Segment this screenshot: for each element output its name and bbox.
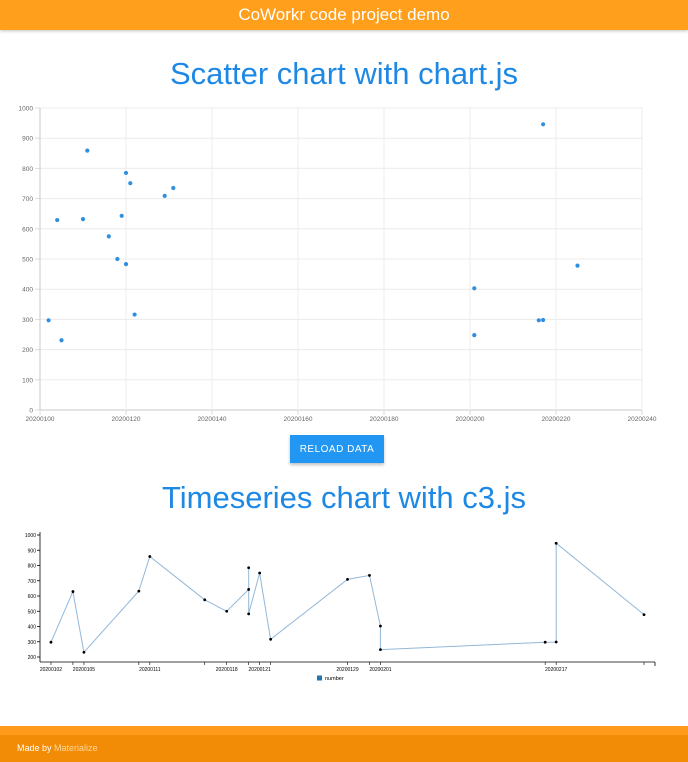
scatter-point	[541, 122, 546, 127]
scatter-point	[123, 170, 129, 176]
ts-point	[148, 555, 152, 558]
ts-point	[247, 612, 251, 616]
timeseries-chart-title: Timeseries chart with c3.js	[161, 480, 527, 515]
ts-y-tick-label: 400	[28, 625, 37, 631]
scatter-y-tick-label: 100	[22, 377, 33, 384]
scatter-point	[536, 318, 541, 323]
ts-y-tick-label: 700	[28, 579, 37, 585]
scatter-point	[472, 286, 477, 291]
ts-point	[247, 588, 251, 591]
scatter-y-tick-label: 1000	[19, 106, 34, 113]
ts-point	[49, 640, 53, 644]
ts-point	[554, 640, 558, 644]
ts-x-tick-label: 20200111	[139, 667, 161, 673]
scatter-point	[85, 148, 90, 153]
ts-x-tick-label: 20200102	[40, 667, 62, 673]
reload-data-button[interactable]: RELOAD DATA	[290, 435, 384, 463]
page-footer: Made by Materialize	[0, 726, 688, 762]
ts-y-tick-label: 1000	[25, 533, 36, 539]
ts-x-tick-label: 20200118	[216, 667, 238, 673]
ts-point	[225, 609, 229, 613]
scatter-y-tick-label: 800	[22, 166, 33, 173]
scatter-point	[59, 338, 64, 343]
scatter-y-tick-label: 700	[22, 196, 33, 203]
scatter-point	[171, 185, 176, 191]
ts-point	[247, 566, 251, 570]
scatter-y-tick-label: 500	[22, 257, 33, 264]
scatter-y-tick-label: 200	[22, 347, 33, 354]
ts-legend-swatch	[317, 675, 322, 681]
scatter-point	[123, 262, 129, 267]
ts-point	[642, 613, 646, 617]
ts-point	[554, 541, 558, 545]
scatter-x-tick-label: 20200200	[456, 416, 485, 423]
ts-y-tick-label: 500	[28, 609, 37, 615]
ts-point	[379, 648, 382, 652]
scatter-y-tick-label: 400	[22, 287, 33, 294]
app-header: CoWorkr code project demo	[0, 0, 688, 30]
ts-point	[269, 637, 273, 641]
ts-x-tick-label: 20200201	[369, 667, 391, 673]
ts-point	[71, 590, 75, 593]
ts-x-tick-label: 20200121	[249, 667, 271, 673]
scatter-point	[162, 193, 167, 198]
ts-x-tick-label: 20200217	[545, 667, 567, 673]
scatter-point	[119, 213, 124, 218]
scatter-point	[128, 181, 133, 186]
footer-band	[0, 726, 688, 735]
scatter-x-tick-label: 20200160	[284, 416, 313, 423]
materialize-link[interactable]: Materialize	[54, 743, 98, 753]
scatter-point	[106, 234, 111, 239]
scatter-point	[575, 263, 580, 268]
app-title: CoWorkr code project demo	[238, 5, 450, 24]
scatter-chart-title: Scatter chart with chart.js	[169, 56, 518, 91]
ts-y-tick-label: 300	[28, 640, 37, 646]
scatter-point	[46, 318, 51, 323]
scatter-x-tick-label: 20200180	[370, 416, 399, 423]
scatter-y-tick-label: 0	[29, 408, 33, 415]
scatter-point	[132, 312, 137, 317]
ts-series-line-number	[50, 542, 645, 654]
scatter-chart: 0 100 200 300 400 500 600 700 800 900 1000 20200100…	[19, 106, 657, 424]
ts-y-tick-label: 900	[28, 548, 37, 554]
ts-point	[379, 624, 382, 628]
scatter-point	[80, 217, 86, 222]
footer-credit: Made by Materialize	[17, 743, 98, 753]
scatter-x-tick-label: 20200120	[112, 416, 141, 423]
ts-point	[137, 589, 141, 593]
ts-point	[346, 577, 349, 581]
scatter-point	[472, 333, 477, 338]
ts-point	[203, 598, 207, 602]
footer-made-by: Made by	[17, 743, 52, 753]
ts-y-tick-label: 200	[28, 655, 37, 661]
ts-point	[543, 640, 547, 644]
scatter-x-tick-label: 20200140	[198, 416, 227, 423]
ts-point	[82, 650, 86, 654]
ts-x-tick-label: 20200105	[73, 667, 95, 673]
ts-x-tick-label: 20200129	[336, 667, 358, 673]
ts-y-tick-label: 600	[28, 594, 37, 600]
ts-point	[258, 571, 262, 575]
scatter-x-tick-label: 20200220	[542, 416, 571, 423]
timeseries-chart: 200 300 400 500 600 700 800 900 1000 20200102 2020…	[25, 532, 656, 682]
scatter-point	[55, 217, 60, 223]
scatter-y-tick-label: 600	[22, 226, 33, 233]
ts-point	[368, 574, 371, 577]
scatter-point	[115, 256, 120, 262]
ts-legend-label: number	[325, 676, 344, 682]
scatter-point	[541, 317, 546, 323]
ts-y-tick-label: 800	[28, 564, 37, 570]
scatter-x-tick-label: 20200240	[628, 416, 657, 423]
scatter-x-tick-label: 20200100	[26, 416, 55, 423]
scatter-y-tick-label: 900	[22, 136, 33, 143]
scatter-y-tick-label: 300	[22, 317, 33, 324]
